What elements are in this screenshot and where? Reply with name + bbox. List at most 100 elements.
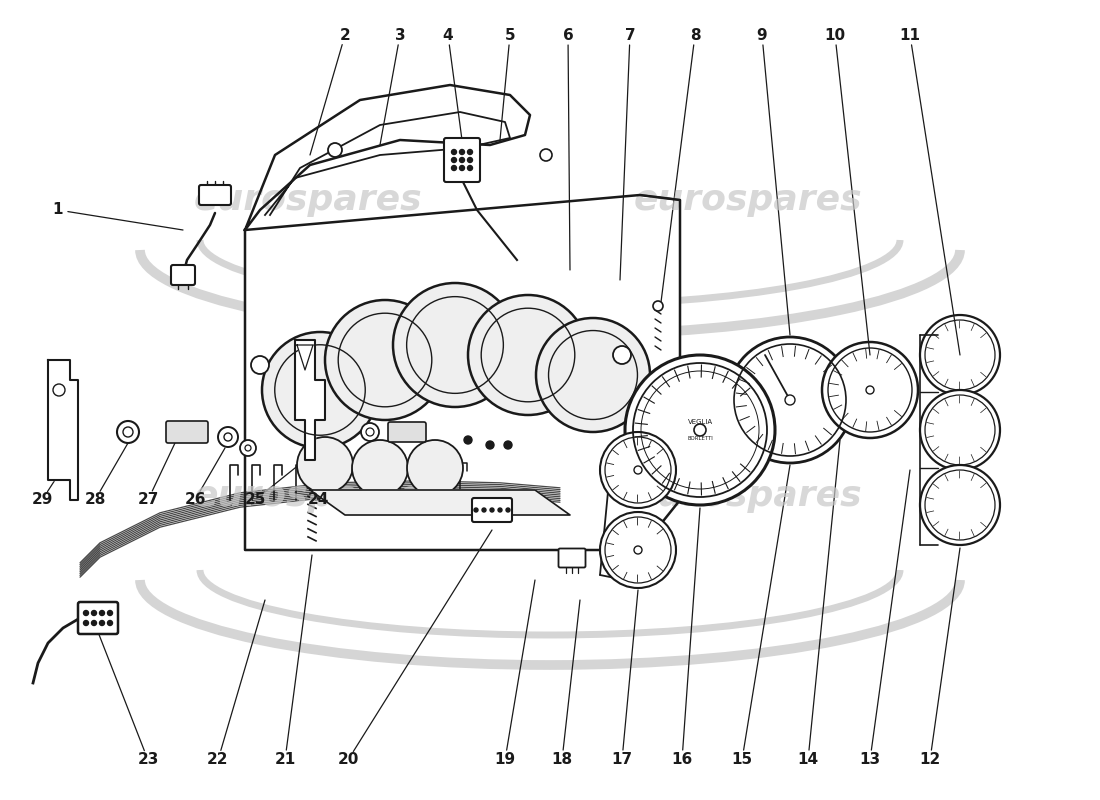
Text: 1: 1 [53, 202, 64, 218]
Circle shape [251, 356, 270, 374]
Text: 19: 19 [494, 753, 516, 767]
Circle shape [91, 621, 97, 626]
Text: 3: 3 [395, 27, 405, 42]
FancyBboxPatch shape [559, 549, 585, 567]
Circle shape [123, 427, 133, 437]
Circle shape [218, 427, 238, 447]
Circle shape [240, 440, 256, 456]
Text: 22: 22 [207, 753, 229, 767]
Circle shape [653, 301, 663, 311]
Circle shape [393, 283, 517, 407]
Circle shape [91, 610, 97, 615]
Text: 24: 24 [307, 493, 329, 507]
Text: 5: 5 [505, 27, 515, 42]
Circle shape [600, 512, 676, 588]
Circle shape [866, 386, 874, 394]
Circle shape [482, 508, 486, 512]
Polygon shape [297, 345, 313, 370]
Circle shape [506, 508, 510, 512]
Circle shape [108, 621, 112, 626]
Circle shape [600, 432, 676, 508]
FancyBboxPatch shape [166, 421, 208, 443]
Text: 16: 16 [671, 753, 693, 767]
FancyBboxPatch shape [199, 185, 231, 205]
Text: 28: 28 [85, 493, 106, 507]
Circle shape [99, 621, 104, 626]
Circle shape [634, 546, 642, 554]
Circle shape [613, 346, 631, 364]
Circle shape [262, 332, 378, 448]
Polygon shape [310, 490, 570, 515]
Text: eurospares: eurospares [634, 479, 862, 513]
Circle shape [468, 150, 473, 154]
Circle shape [920, 465, 1000, 545]
Circle shape [504, 441, 512, 449]
Circle shape [245, 445, 251, 451]
Circle shape [727, 337, 852, 463]
Text: 2: 2 [340, 27, 351, 42]
Text: BORLETTI: BORLETTI [688, 435, 713, 441]
Polygon shape [245, 195, 680, 550]
Circle shape [84, 621, 88, 626]
Circle shape [451, 150, 456, 154]
Circle shape [920, 390, 1000, 470]
Circle shape [297, 437, 353, 493]
Text: eurospares: eurospares [194, 183, 422, 217]
Text: 11: 11 [900, 27, 921, 42]
Circle shape [460, 166, 464, 170]
Circle shape [84, 610, 88, 615]
Circle shape [634, 466, 642, 474]
Text: 25: 25 [244, 493, 266, 507]
Text: 7: 7 [625, 27, 636, 42]
Circle shape [328, 143, 342, 157]
Text: 26: 26 [185, 493, 206, 507]
Circle shape [468, 166, 473, 170]
Text: 18: 18 [551, 753, 573, 767]
Text: 15: 15 [732, 753, 752, 767]
Circle shape [352, 440, 408, 496]
Circle shape [460, 150, 464, 154]
FancyBboxPatch shape [444, 138, 480, 182]
Text: eurospares: eurospares [634, 183, 862, 217]
Circle shape [324, 300, 446, 420]
Text: 4: 4 [442, 27, 453, 42]
Circle shape [468, 295, 588, 415]
FancyBboxPatch shape [472, 498, 512, 522]
Circle shape [361, 423, 379, 441]
Circle shape [468, 158, 473, 162]
Circle shape [536, 318, 650, 432]
Text: 21: 21 [274, 753, 296, 767]
Polygon shape [245, 85, 530, 230]
Circle shape [822, 342, 918, 438]
Circle shape [540, 149, 552, 161]
Circle shape [920, 315, 1000, 395]
Circle shape [490, 508, 494, 512]
Circle shape [366, 428, 374, 436]
Circle shape [99, 610, 104, 615]
Circle shape [451, 166, 456, 170]
Text: 29: 29 [31, 493, 53, 507]
Text: 6: 6 [562, 27, 573, 42]
Text: 27: 27 [138, 493, 158, 507]
Polygon shape [48, 360, 78, 500]
FancyBboxPatch shape [388, 422, 426, 442]
Circle shape [407, 440, 463, 496]
Text: eurospares: eurospares [194, 479, 422, 513]
Circle shape [460, 158, 464, 162]
Circle shape [785, 395, 795, 405]
FancyBboxPatch shape [170, 265, 195, 285]
Text: 17: 17 [612, 753, 632, 767]
Text: 23: 23 [138, 753, 158, 767]
Circle shape [474, 508, 478, 512]
Circle shape [451, 158, 456, 162]
Text: 10: 10 [824, 27, 846, 42]
Polygon shape [295, 340, 324, 460]
Circle shape [486, 441, 494, 449]
Text: 13: 13 [859, 753, 881, 767]
Circle shape [498, 508, 502, 512]
Text: 14: 14 [798, 753, 818, 767]
Circle shape [625, 355, 776, 505]
FancyBboxPatch shape [78, 602, 118, 634]
Text: VEGLIA: VEGLIA [688, 419, 713, 425]
Text: 9: 9 [757, 27, 768, 42]
